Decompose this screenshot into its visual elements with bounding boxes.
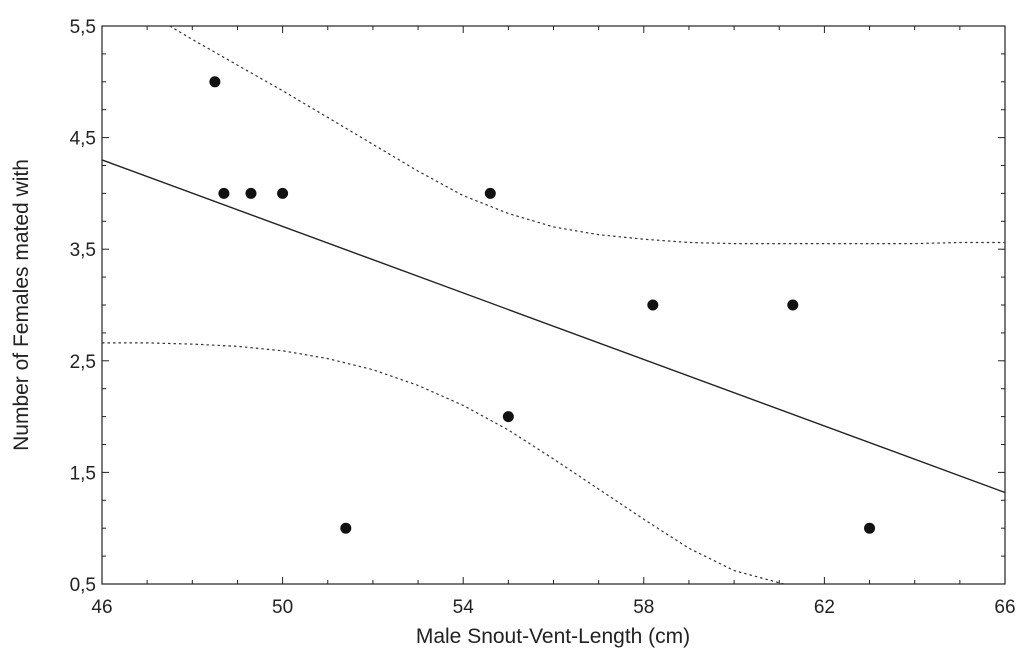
regression-line [101, 159, 1006, 494]
data-point [340, 522, 352, 534]
y-tick-label: 5,5 [70, 17, 96, 38]
confidence-band-upper [169, 25, 1005, 245]
y-axis-title: Number of Females mated with [10, 159, 33, 451]
x-axis-ticks: 46 50 54 58 62 66 [91, 26, 1016, 618]
data-point [277, 187, 289, 199]
y-tick-label: 0,5 [70, 575, 96, 596]
confidence-band-lower [102, 342, 784, 585]
data-point [209, 76, 221, 88]
y-tick-label: 3,5 [70, 240, 96, 261]
x-tick-label: 58 [633, 597, 654, 618]
data-point [787, 299, 799, 311]
x-tick-label: 62 [814, 597, 835, 618]
x-axis-title: Male Snout-Vent-Length (cm) [416, 625, 690, 648]
x-tick-label: 66 [994, 597, 1015, 618]
y-tick-label: 4,5 [70, 129, 96, 150]
regression-line-group [101, 159, 1006, 494]
x-tick-label: 46 [91, 597, 112, 618]
data-point [218, 187, 230, 199]
data-point [245, 187, 257, 199]
data-points [209, 76, 876, 534]
data-point [502, 411, 514, 423]
data-point [864, 522, 876, 534]
y-axis-ticks: 0,5 1,5 2,5 3,5 4,5 5,5 [70, 17, 1005, 596]
y-tick-label: 1,5 [70, 463, 96, 484]
data-point [647, 299, 659, 311]
plot-frame [101, 25, 1006, 585]
x-tick-label: 50 [272, 597, 293, 618]
confidence-bands [102, 25, 1005, 585]
y-tick-label: 2,5 [70, 352, 96, 373]
x-tick-label: 54 [453, 597, 475, 618]
data-point [484, 187, 496, 199]
